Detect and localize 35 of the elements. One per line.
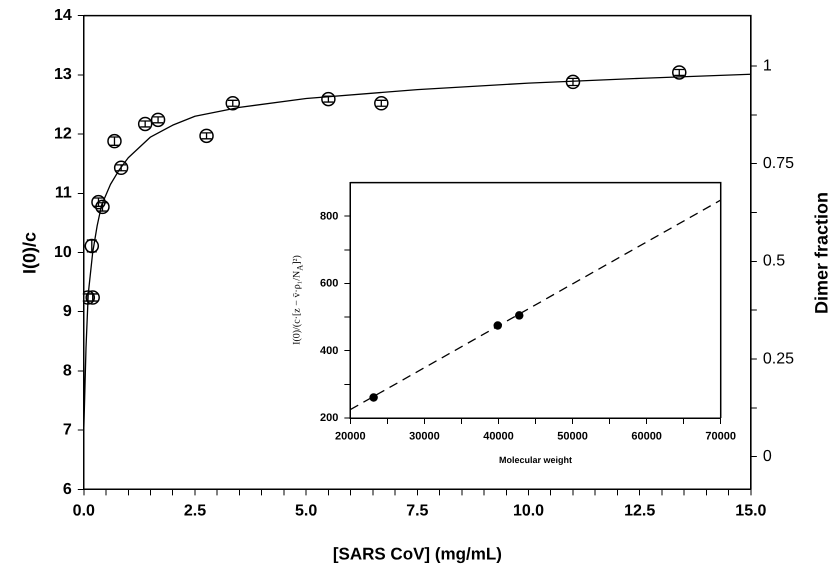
y2-tick-label: 0.5: [762, 252, 786, 270]
x-tick-label: 12.5: [624, 502, 656, 520]
y-axis-title: I(0)/c: [20, 231, 40, 274]
y-tick-label: 14: [54, 7, 72, 24]
x-tick-label: 0.0: [72, 502, 96, 520]
y-tick-label: 13: [54, 66, 72, 84]
x-tick-label: 40000: [483, 430, 514, 443]
y-tick-label: 10: [54, 244, 72, 261]
y-tick-label: 12: [54, 125, 72, 142]
x-tick-label: 60000: [631, 430, 662, 443]
x-tick-label: 2.5: [184, 502, 206, 520]
y-tick-label: 200: [320, 412, 338, 424]
y2-tick-label: 0.25: [762, 350, 794, 368]
x-tick-label: 10.0: [512, 502, 544, 520]
x-axis-title: Molecular weight: [499, 455, 572, 466]
y2-tick-label: 1: [762, 57, 772, 74]
y-tick-label: 11: [54, 184, 72, 202]
y-tick-label: 8: [62, 362, 72, 380]
x-tick-label: 70000: [705, 430, 736, 443]
x-tick-label: 20000: [335, 430, 366, 443]
x-tick-label: 15.0: [735, 502, 767, 520]
y2-tick-label: 0: [762, 448, 772, 465]
y-tick-label: 7: [62, 422, 72, 439]
x-axis-title: [SARS CoV] (mg/mL): [332, 544, 502, 564]
y-tick-label: 400: [320, 344, 338, 357]
y-tick-label: 800: [320, 210, 338, 222]
y-tick-label: 9: [62, 303, 72, 320]
y-tick-label: 600: [320, 278, 338, 290]
y2-tick-label: 0.75: [762, 155, 794, 172]
y2-axis-title: Dimer fraction: [812, 191, 832, 314]
y-tick-label: 6: [62, 480, 72, 498]
x-tick-label: 30000: [409, 430, 440, 443]
x-tick-label: 50000: [557, 430, 588, 443]
x-tick-label: 5.0: [295, 502, 318, 520]
x-tick-label: 7.5: [406, 502, 429, 520]
